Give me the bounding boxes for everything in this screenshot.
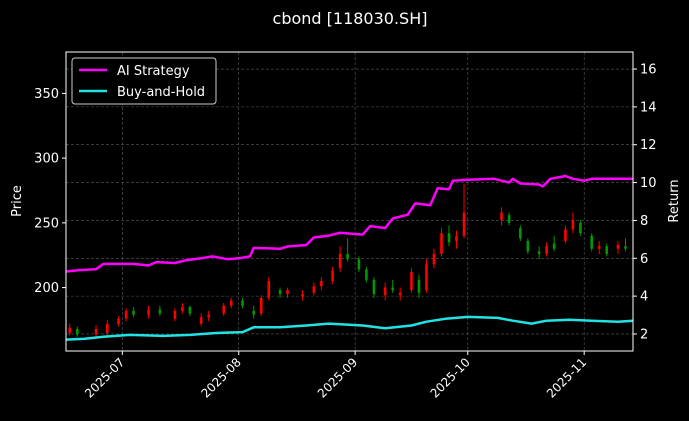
candle-body [188, 306, 192, 314]
candle-body [147, 309, 150, 315]
candle-body [68, 327, 72, 333]
candle-body [346, 253, 349, 260]
y-axis-left: 200 250 300 350 [34, 87, 66, 296]
candle-body [106, 323, 109, 333]
candle-body [564, 229, 567, 241]
candle-body [229, 300, 233, 306]
chart-title: cbond [118030.SH] [273, 9, 428, 28]
y-axis-right-label: Return [667, 179, 682, 222]
candle-body [132, 310, 135, 315]
legend-label-buy-and-hold: Buy-and-Hold [117, 85, 205, 100]
candle-body [383, 287, 387, 296]
candle-body [357, 259, 361, 270]
candle-body [447, 233, 451, 243]
y-right-tick-label: 14 [640, 100, 657, 115]
candles [68, 184, 627, 337]
candle-body [462, 212, 466, 236]
grid [66, 52, 633, 351]
plot-frame [65, 51, 634, 352]
candle-body [173, 310, 177, 319]
candle-body [605, 246, 609, 254]
candle-body [571, 220, 575, 230]
y-left-tick-label: 350 [34, 87, 59, 102]
series-lines [65, 174, 634, 341]
y-right-tick-label: 2 [640, 327, 648, 342]
candle-body [365, 269, 368, 280]
candle-body [94, 328, 98, 335]
candle-body [519, 228, 522, 239]
candle-body [500, 212, 503, 221]
candle-body [75, 328, 79, 335]
candle-body [207, 314, 210, 318]
candle-body [199, 317, 203, 324]
candle-body [537, 251, 541, 254]
candle-body [372, 279, 376, 295]
candle-body [432, 253, 436, 265]
legend: AI Strategy Buy-and-Hold [71, 57, 217, 105]
candle-body [398, 292, 402, 296]
y-left-tick-label: 300 [34, 152, 59, 167]
candle-body [590, 235, 593, 249]
series-line-buy-and-hold [65, 315, 634, 341]
candle-body [417, 279, 421, 293]
candle-body [117, 318, 120, 324]
candle-body [241, 300, 244, 306]
y-right-tick-label: 12 [640, 138, 657, 153]
candle-body [579, 222, 582, 234]
candle-body [278, 290, 282, 295]
candle-body [616, 244, 620, 249]
candle-body [545, 246, 548, 254]
candle-body [222, 305, 226, 314]
y-left-tick-label: 200 [34, 281, 59, 296]
candle-body [338, 253, 342, 269]
candle-body [552, 243, 556, 249]
y-right-tick-label: 16 [640, 63, 657, 78]
y-left-tick-label: 250 [34, 216, 59, 231]
candle-body [312, 286, 316, 293]
y-right-tick-label: 10 [640, 176, 657, 191]
y-right-tick-label: 4 [640, 290, 648, 305]
series-line-ai-strategy [65, 174, 633, 273]
candle-body [301, 294, 304, 297]
candle-body [391, 287, 394, 291]
candle-body [425, 264, 428, 291]
candle-body [267, 281, 271, 298]
candle-body [252, 310, 256, 315]
candle-body [124, 310, 128, 319]
legend-label-ai-strategy: AI Strategy [117, 64, 190, 79]
candle-body [597, 246, 601, 249]
legend-box [71, 57, 217, 105]
y-axis-right: 2 4 6 8 10 12 14 16 [633, 63, 657, 342]
y-right-tick-label: 8 [640, 214, 648, 229]
candle-body [507, 215, 511, 223]
candle-body [455, 235, 458, 241]
candle-body [259, 297, 263, 314]
y-right-tick-label: 6 [640, 252, 648, 267]
candle-body [331, 270, 334, 282]
candle-body [410, 272, 413, 291]
candle-body [526, 240, 530, 252]
y-axis-left-label: Price [10, 185, 25, 217]
candle-body [440, 233, 443, 254]
candle-body [158, 309, 162, 314]
candle-body [624, 246, 627, 249]
candle-body [181, 306, 184, 311]
candle-body [286, 290, 289, 295]
candle-body [320, 281, 323, 287]
